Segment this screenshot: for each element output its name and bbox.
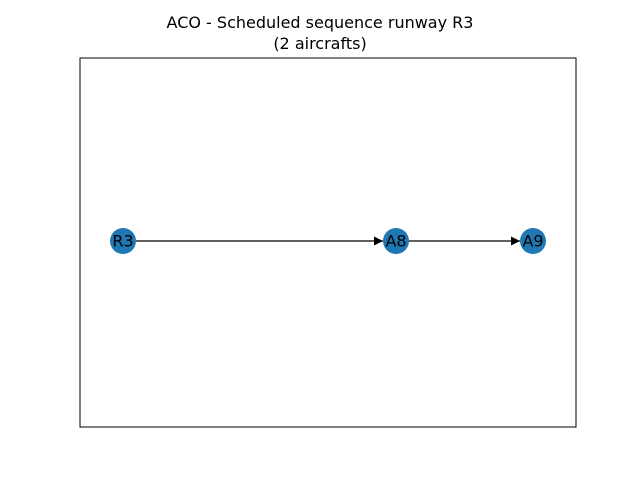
- node-r3: R3: [110, 228, 136, 254]
- diagram-title-line-2: (2 aircrafts): [273, 34, 367, 53]
- node-label-r3: R3: [112, 232, 133, 251]
- node-circle-a9: [520, 228, 546, 254]
- node-a9: A9: [520, 228, 546, 254]
- node-label-a8: A8: [385, 232, 406, 251]
- node-circle-a8: [383, 228, 409, 254]
- node-a8: A8: [383, 228, 409, 254]
- node-label-a9: A9: [522, 232, 543, 251]
- plot-frame: [79, 57, 577, 428]
- diagram-title-line-1: ACO - Scheduled sequence runway R3: [166, 13, 474, 32]
- nodes-layer: R3 A8 A9: [110, 228, 546, 254]
- node-circle-r3: [110, 228, 136, 254]
